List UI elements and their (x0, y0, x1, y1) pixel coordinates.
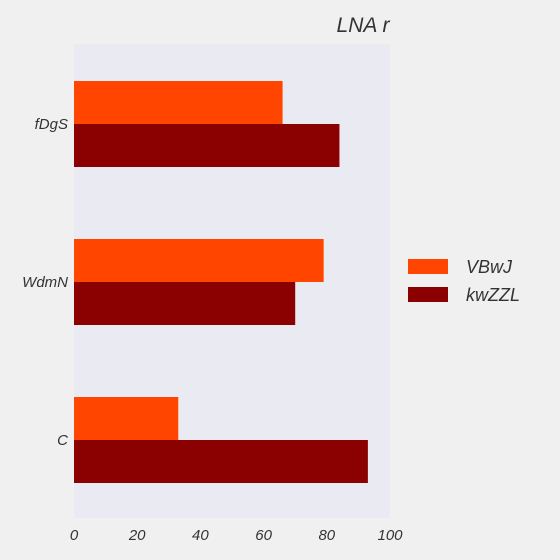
bar-VBwJ-WdmN (74, 239, 324, 282)
chart-title: LNA r (337, 14, 391, 37)
legend-swatch-VBwJ (408, 259, 448, 274)
bar-kwZZL-C (74, 440, 368, 483)
bar-kwZZL-fDgS (74, 124, 340, 167)
category-label: WdmN (22, 274, 68, 291)
x-axis-labels: 0 20 40 60 80 100 (70, 527, 403, 544)
legend-label-kwZZL: kwZZL (466, 285, 520, 305)
category-label: fDgS (35, 116, 68, 133)
legend-swatch-kwZZL (408, 287, 448, 302)
x-tick-label: 60 (255, 527, 272, 544)
x-tick-label: 40 (192, 527, 209, 544)
y-axis-labels: fDgS WdmN C (22, 116, 68, 449)
bar-kwZZL-WdmN (74, 282, 296, 325)
category-label: C (57, 432, 68, 449)
x-tick-label: 80 (318, 527, 335, 544)
x-tick-label: 0 (70, 527, 79, 544)
legend-label-VBwJ: VBwJ (466, 257, 513, 277)
bar-VBwJ-C (74, 397, 179, 440)
bars-layer (74, 81, 368, 483)
legend: VBwJ kwZZL (408, 257, 520, 305)
x-tick-label: 100 (377, 527, 403, 544)
bar-VBwJ-fDgS (74, 81, 283, 124)
x-tick-label: 20 (128, 527, 146, 544)
